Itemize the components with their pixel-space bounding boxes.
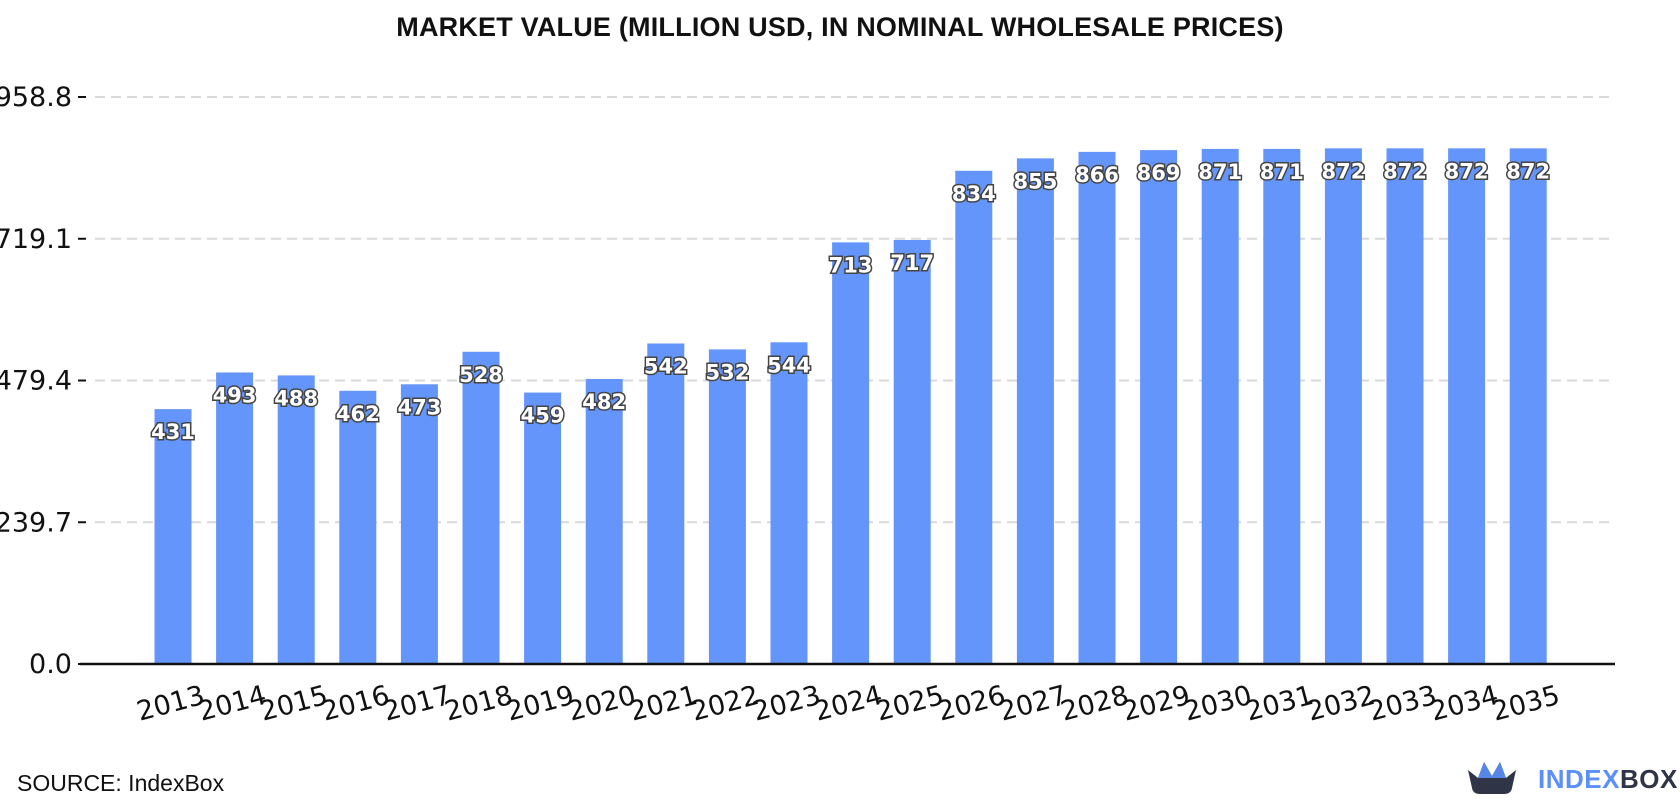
bar-value-label: 871 <box>1260 160 1304 184</box>
bar-value-label: 431 <box>151 420 195 444</box>
bar <box>770 342 808 664</box>
bar <box>955 170 993 664</box>
crown-basket-icon <box>1468 762 1516 794</box>
bar <box>893 239 931 664</box>
bar <box>1324 148 1362 664</box>
y-tick-label: 958.8 <box>0 82 72 113</box>
brand-name-box: BOX <box>1619 764 1678 794</box>
bar-value-label: 482 <box>582 390 626 414</box>
bar <box>462 351 500 664</box>
bar <box>277 375 315 664</box>
bar-value-label: 855 <box>1013 169 1057 193</box>
bar <box>585 378 623 664</box>
bar-value-label: 717 <box>890 251 934 275</box>
bar-value-label: 528 <box>459 363 503 387</box>
y-tick-label: 479.4 <box>0 366 72 397</box>
bar-value-label: 872 <box>1321 159 1365 183</box>
bar-value-label: 834 <box>952 182 996 206</box>
bar <box>1016 158 1054 664</box>
bar <box>708 349 746 664</box>
source-note: SOURCE: IndexBox <box>17 770 225 796</box>
bar-value-label: 866 <box>1075 163 1119 187</box>
bar <box>1201 148 1239 665</box>
x-tick-label: 2035 <box>1489 680 1563 728</box>
y-tick-label: 239.7 <box>0 507 72 538</box>
bar-value-label: 872 <box>1445 159 1489 183</box>
x-axis: 2013201420152016201720182019202020212022… <box>80 662 1615 728</box>
indexbox-logo: INDEXBOX <box>1462 758 1677 798</box>
bar-value-label: 544 <box>767 353 811 377</box>
bar <box>216 372 254 664</box>
bar-value-label: 871 <box>1198 160 1242 184</box>
bar <box>400 384 438 664</box>
bar <box>1509 148 1547 664</box>
bar-value-label: 872 <box>1383 159 1427 183</box>
bar-value-label: 542 <box>644 354 688 378</box>
y-axis: 0.0 239.7 479.4 719.1 958.8 <box>0 82 86 680</box>
chart-title: MARKET VALUE (MILLION USD, IN NOMINAL WH… <box>396 12 1284 42</box>
bar-value-label: 462 <box>336 402 380 426</box>
bar-series <box>154 148 1547 665</box>
bar-value-label: 473 <box>397 395 441 419</box>
bar-value-label: 869 <box>1137 161 1181 185</box>
bar <box>832 242 870 665</box>
bar <box>1386 148 1424 664</box>
brand-name-index: INDEX <box>1538 764 1620 794</box>
bar-value-label: 493 <box>213 383 257 407</box>
bar-value-label: 713 <box>829 253 873 277</box>
bar <box>647 343 685 664</box>
bar <box>1078 151 1116 664</box>
data-labels: 431 493 488 462 473 528 459 482 542 532 544 713 717 8… <box>150 158 1552 446</box>
y-tick-label: 719.1 <box>0 224 72 255</box>
bar <box>1263 148 1301 665</box>
bar-value-label: 488 <box>274 386 318 410</box>
bar <box>1448 148 1486 664</box>
bar-value-label: 459 <box>521 404 565 428</box>
bar <box>1140 150 1178 665</box>
bar <box>524 392 562 664</box>
bar-value-label: 532 <box>705 360 749 384</box>
bar <box>154 409 192 664</box>
brand-name: INDEXBOX <box>1538 764 1678 795</box>
bar-value-label: 872 <box>1506 159 1550 183</box>
bar <box>339 390 377 664</box>
y-tick-label: 0.0 <box>29 649 72 680</box>
